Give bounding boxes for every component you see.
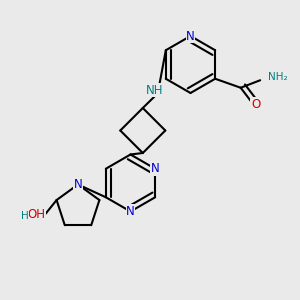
Text: O: O [251, 98, 260, 111]
Text: N: N [151, 162, 160, 175]
Text: N: N [186, 29, 195, 43]
Text: NH: NH [146, 83, 164, 97]
Text: H: H [21, 211, 28, 221]
Text: N: N [126, 205, 135, 218]
Text: OH: OH [27, 208, 45, 221]
Text: NH₂: NH₂ [268, 72, 287, 82]
Text: N: N [74, 178, 82, 191]
